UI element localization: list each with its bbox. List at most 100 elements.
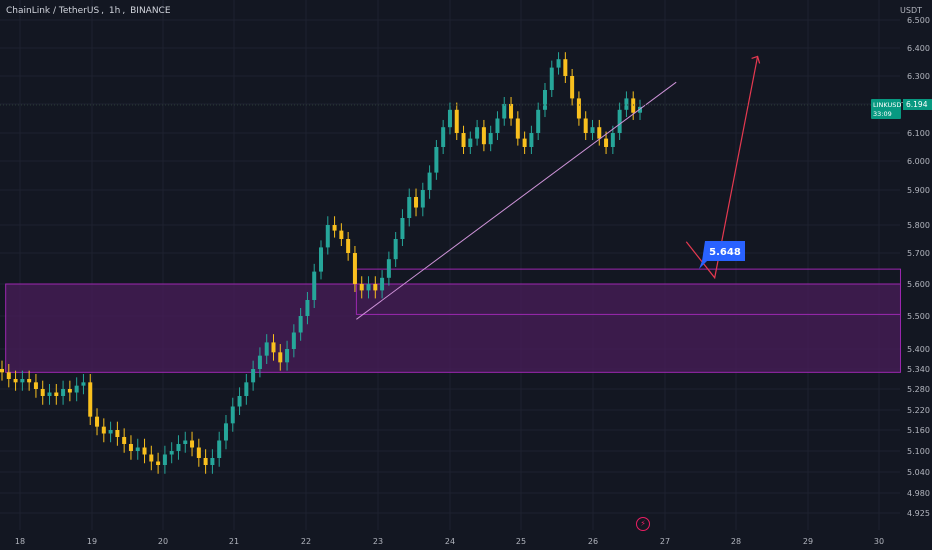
chart-grid: [0, 0, 900, 530]
price-tick-label: 6.500: [907, 16, 930, 25]
exchange: BINANCE: [130, 6, 171, 16]
time-axis[interactable]: 18 19 20 21 22 23 24 25 26 27 28 29 30: [15, 537, 884, 546]
candle-body: [583, 118, 588, 133]
forecast-path: [685, 56, 759, 280]
candle-body: [549, 67, 554, 90]
price-tick-label: 4.925: [907, 509, 930, 518]
candle-body: [203, 458, 208, 465]
candle-body: [407, 197, 412, 218]
last-price-value: 6.194: [906, 100, 928, 109]
price-tick-label: 5.700: [907, 249, 930, 258]
candle-body: [441, 127, 446, 147]
time-tick-label: 23: [373, 537, 383, 546]
zone-rect: [355, 268, 901, 315]
time-tick-label: 18: [15, 537, 25, 546]
candle-body: [414, 197, 419, 208]
candle-body: [61, 389, 66, 396]
candle-body: [393, 239, 398, 260]
candle-body: [264, 342, 269, 356]
time-tick-label: 28: [731, 537, 741, 546]
candle-body: [244, 382, 249, 396]
price-axis-bg: [903, 0, 932, 550]
candle-body: [604, 138, 609, 147]
candle-body: [624, 98, 629, 110]
candle-body: [481, 127, 486, 145]
price-tick-label: 5.900: [907, 186, 930, 195]
trend-line: [356, 81, 677, 320]
drawing-lines: [0, 55, 903, 320]
candlestick-series: [0, 52, 642, 474]
candle-body: [47, 392, 52, 396]
candle-body: [0, 369, 4, 373]
candle-body: [366, 284, 371, 291]
candle-body: [570, 76, 575, 99]
candle-body: [230, 406, 235, 424]
candle-body: [40, 389, 45, 396]
candle-body: [257, 355, 262, 369]
candle-body: [122, 437, 127, 444]
time-tick-label: 21: [229, 537, 239, 546]
candle-body: [271, 342, 276, 353]
candle-body: [610, 133, 615, 147]
candle-body: [325, 225, 330, 248]
price-tick-label: 5.220: [907, 406, 930, 415]
currency-unit: USDT: [900, 6, 922, 15]
candle-body: [319, 247, 323, 272]
candle-body: [210, 458, 215, 465]
bolt-icon[interactable]: ⚡: [636, 517, 650, 531]
candle-body: [617, 109, 622, 133]
last-price-axis-badge: [903, 99, 932, 110]
candle-body: [475, 127, 480, 139]
candle-body: [20, 379, 25, 383]
candle-body: [631, 98, 636, 113]
price-tick-label: 5.800: [907, 221, 930, 230]
candle-body: [54, 392, 59, 396]
candle-body: [339, 230, 344, 239]
interval[interactable]: 1h: [108, 6, 121, 16]
candle-body: [542, 90, 547, 110]
candle-body: [380, 277, 385, 291]
candle-body: [509, 104, 514, 119]
price-tick-label: 5.400: [907, 345, 930, 354]
candle-body: [115, 430, 120, 437]
symbol-name: ChainLink / TetherUS: [6, 6, 100, 16]
candle-body: [27, 379, 32, 383]
price-tick-label: 5.160: [907, 426, 930, 435]
candle-body: [251, 369, 256, 383]
time-tick-label: 20: [158, 537, 168, 546]
price-tick-label: 4.980: [907, 489, 930, 498]
ticker-label: LINKUSDT: [873, 101, 905, 109]
candle-body: [169, 451, 174, 455]
candle-body: [128, 444, 133, 451]
candle-body: [434, 147, 439, 173]
price-axis[interactable]: 6.5006.4006.3006.2006.1006.0005.9005.800…: [903, 0, 932, 550]
candle-body: [373, 284, 378, 291]
candle-body: [278, 352, 283, 363]
candle-body: [88, 382, 93, 417]
candle-body: [468, 138, 473, 147]
candle-body: [156, 461, 161, 465]
candle-body: [217, 440, 222, 458]
candle-body: [298, 316, 303, 333]
countdown-label: 33:09: [873, 110, 892, 118]
candle-body: [488, 133, 493, 145]
candle-body: [454, 109, 459, 133]
candle-body: [502, 104, 507, 119]
candle-body: [495, 118, 500, 133]
candle-body: [400, 218, 405, 239]
candle-body: [135, 447, 140, 451]
candle-body: [522, 138, 527, 147]
candle-body: [305, 300, 310, 316]
candle-body: [332, 225, 337, 231]
candle-body: [359, 284, 364, 291]
time-tick-label: 26: [588, 537, 598, 546]
price-tick-label: 5.500: [907, 312, 930, 321]
time-tick-label: 30: [874, 537, 884, 546]
zone-rect: [5, 283, 901, 373]
candle-body: [149, 454, 154, 462]
candle-body: [33, 382, 38, 389]
candle-body: [237, 396, 242, 407]
candle-body: [563, 59, 568, 76]
